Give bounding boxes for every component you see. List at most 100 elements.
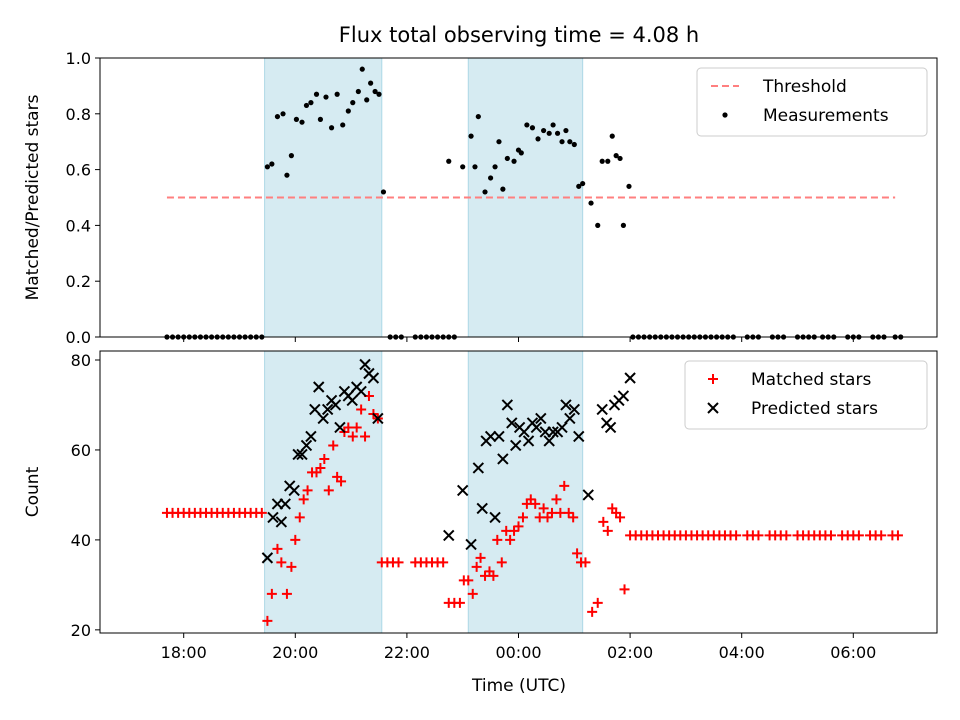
data-point [559,139,565,145]
data-point [272,543,283,554]
data-point [292,448,304,461]
data-point [368,80,374,86]
data-point [876,530,887,541]
data-point [359,358,371,371]
data-point [615,512,626,523]
data-point [340,122,346,128]
data-point [317,412,329,425]
y-axis-label: Matched/Predicted stars [23,94,43,300]
data-point [359,66,365,72]
data-point [505,534,516,545]
data-point [556,421,568,434]
data-point [302,485,313,496]
data-point [489,511,501,524]
y-tick-label: 0.8 [66,105,91,124]
data-point [620,222,627,228]
data-point [511,158,517,164]
data-point [303,102,310,109]
x-axis-label: Time (UTC) [471,676,566,696]
data-point [482,189,488,195]
data-point [492,534,503,545]
data-point [323,485,334,496]
data-point [336,476,347,487]
data-point [571,141,577,148]
y-tick-label: 20 [71,621,91,640]
series-predicted-stars [261,358,636,564]
data-point [308,100,314,106]
series-matched-stars [161,390,903,626]
data-point [781,530,792,541]
data-point [535,412,547,425]
data-point [323,94,329,100]
data-point [351,422,362,433]
data-point [305,430,317,443]
data-point [753,530,764,541]
data-point [555,507,566,518]
data-point [350,100,356,106]
legend-label: Measurements [763,106,889,126]
data-point [269,161,275,167]
data-point [321,403,334,416]
data-point [731,530,742,541]
data-point [609,133,615,139]
y-tick-label: 0.4 [66,216,91,235]
data-point [572,548,583,559]
data-point [372,412,384,425]
data-point [559,480,570,491]
count-panel: 20 40 60 80 18:00 20:00 22:00 00:00 02:00 04:00 06… [23,350,938,662]
data-point [496,557,507,568]
legend: Threshold Measurements [696,67,928,137]
data-point [293,116,300,122]
data-point [438,557,449,568]
legend: Matched stars Predicted stars [684,360,928,430]
data-point [355,88,361,95]
y-tick-label: 60 [71,441,91,460]
data-point [546,130,552,136]
data-point [530,421,543,434]
data-point [497,453,509,465]
legend-marker [707,402,719,414]
data-point [568,403,581,416]
data-point [454,597,465,608]
data-point [460,164,466,170]
y-tick-label: 0.0 [66,328,91,347]
data-point [256,507,267,518]
data-point [550,122,556,128]
data-point [564,412,576,425]
data-point [518,426,530,438]
data-point [376,91,382,97]
x-tick-label: 04:00 [719,643,765,662]
x-tick-label: 02:00 [607,643,653,662]
data-point [501,399,514,411]
data-point [518,150,524,156]
data-point [547,426,559,438]
data-point [294,512,305,523]
data-point [313,91,320,97]
data-point [472,164,478,170]
data-point [617,390,630,402]
data-point [825,530,836,541]
legend-marker [708,374,718,384]
data-point [488,175,494,181]
data-point [525,494,536,505]
data-point [264,164,270,170]
data-point [298,494,309,505]
data-point [595,222,601,228]
data-point [551,494,562,505]
data-point [546,507,557,518]
legend-marker [722,112,728,118]
data-point [266,588,277,599]
legend-label: Threshold [762,77,847,97]
data-point [267,511,279,524]
data-point [509,525,520,536]
x-tick-label: 22:00 [384,643,430,662]
data-point [492,164,498,170]
data-point [280,111,286,117]
data-point [393,557,404,568]
data-point [471,561,482,572]
data-point [500,186,506,192]
data-point [286,561,297,572]
legend-box [684,360,928,430]
data-point [475,113,481,120]
data-point [367,372,380,384]
